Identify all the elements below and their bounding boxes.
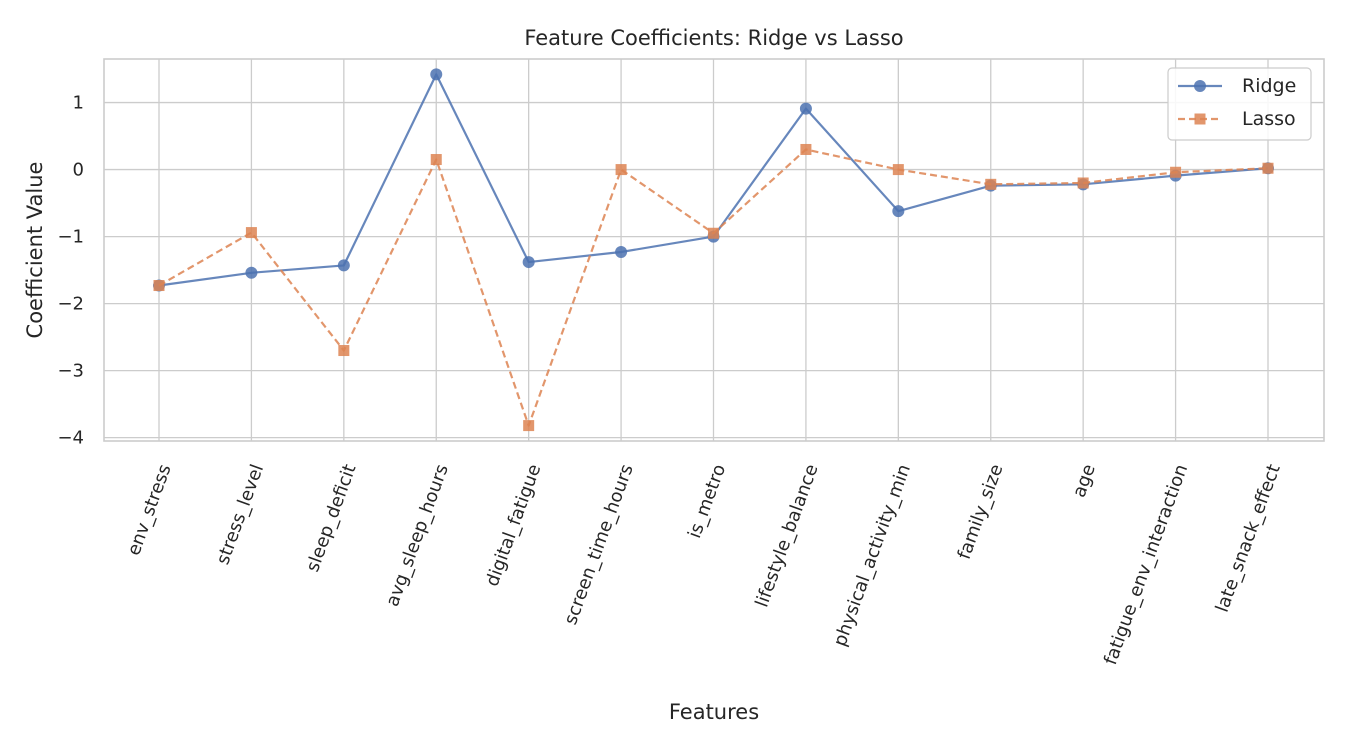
x-tick-label: is_metro: [684, 462, 730, 542]
x-tick-label: avg_sleep_hours: [382, 462, 453, 610]
y-tick-labels: 1 0 −1 −2 −3 −4: [57, 93, 84, 449]
x-tick-label: stress_level: [212, 462, 268, 568]
ridge-point: [430, 68, 443, 81]
x-tick-label: lifestyle_balance: [751, 462, 822, 611]
legend-lasso-marker: [1194, 113, 1206, 125]
x-tick-label: late_snack_effect: [1212, 462, 1285, 616]
ridge-point: [337, 259, 350, 272]
x-tick-label: digital_fatigue: [482, 462, 546, 590]
lasso-point: [708, 227, 719, 239]
chart-title: Feature Coefficients: Ridge vs Lasso: [524, 26, 903, 50]
lasso-point: [1262, 162, 1274, 174]
legend: Ridge Lasso: [1167, 67, 1312, 141]
y-tick-label: −2: [57, 294, 84, 315]
lasso-point: [892, 164, 904, 176]
y-tick-label: 0: [73, 160, 84, 181]
lasso-point: [1077, 177, 1089, 189]
plot-frame: [103, 58, 1325, 442]
ridge-point: [522, 256, 535, 269]
ridge-point: [615, 246, 628, 259]
y-axis-label: Coefficient Value: [23, 162, 47, 339]
y-tick-label: −1: [57, 227, 84, 248]
y-tick-label: 1: [73, 93, 84, 114]
legend-ridge-label: Ridge: [1242, 75, 1296, 97]
lasso-point: [153, 280, 165, 292]
x-tick-labels: env_stress stress_level sleep_deficit avg_s…: [123, 462, 1284, 668]
x-tick-label: env_stress: [123, 462, 175, 559]
legend-lasso-label: Lasso: [1242, 108, 1296, 130]
ridge-point: [892, 205, 905, 218]
legend-ridge-marker: [1194, 80, 1206, 92]
x-tick-label: sleep_deficit: [302, 462, 360, 575]
lasso-point: [430, 154, 442, 166]
lasso-point: [245, 227, 257, 239]
x-tick-label: screen_time_hours: [560, 462, 638, 628]
series-layer: [153, 68, 1274, 432]
x-tick-label: age: [1069, 462, 1100, 501]
x-tick-label: family_size: [954, 462, 1008, 563]
y-tick-label: −3: [57, 361, 84, 382]
lasso-point: [985, 178, 997, 190]
x-tick-label: fatigue_env_interaction: [1100, 462, 1192, 668]
lasso-point: [1170, 166, 1182, 178]
x-axis-label: Features: [669, 700, 759, 724]
lasso-point: [338, 345, 350, 357]
grid-lines: [104, 59, 1324, 441]
x-tick-label: physical_activity_min: [830, 462, 915, 650]
lasso-point: [800, 143, 812, 155]
lasso-point: [615, 164, 627, 176]
ridge-point: [245, 266, 258, 279]
y-tick-label: −4: [57, 428, 84, 449]
lasso-point: [523, 420, 535, 432]
ridge-point: [799, 102, 812, 115]
